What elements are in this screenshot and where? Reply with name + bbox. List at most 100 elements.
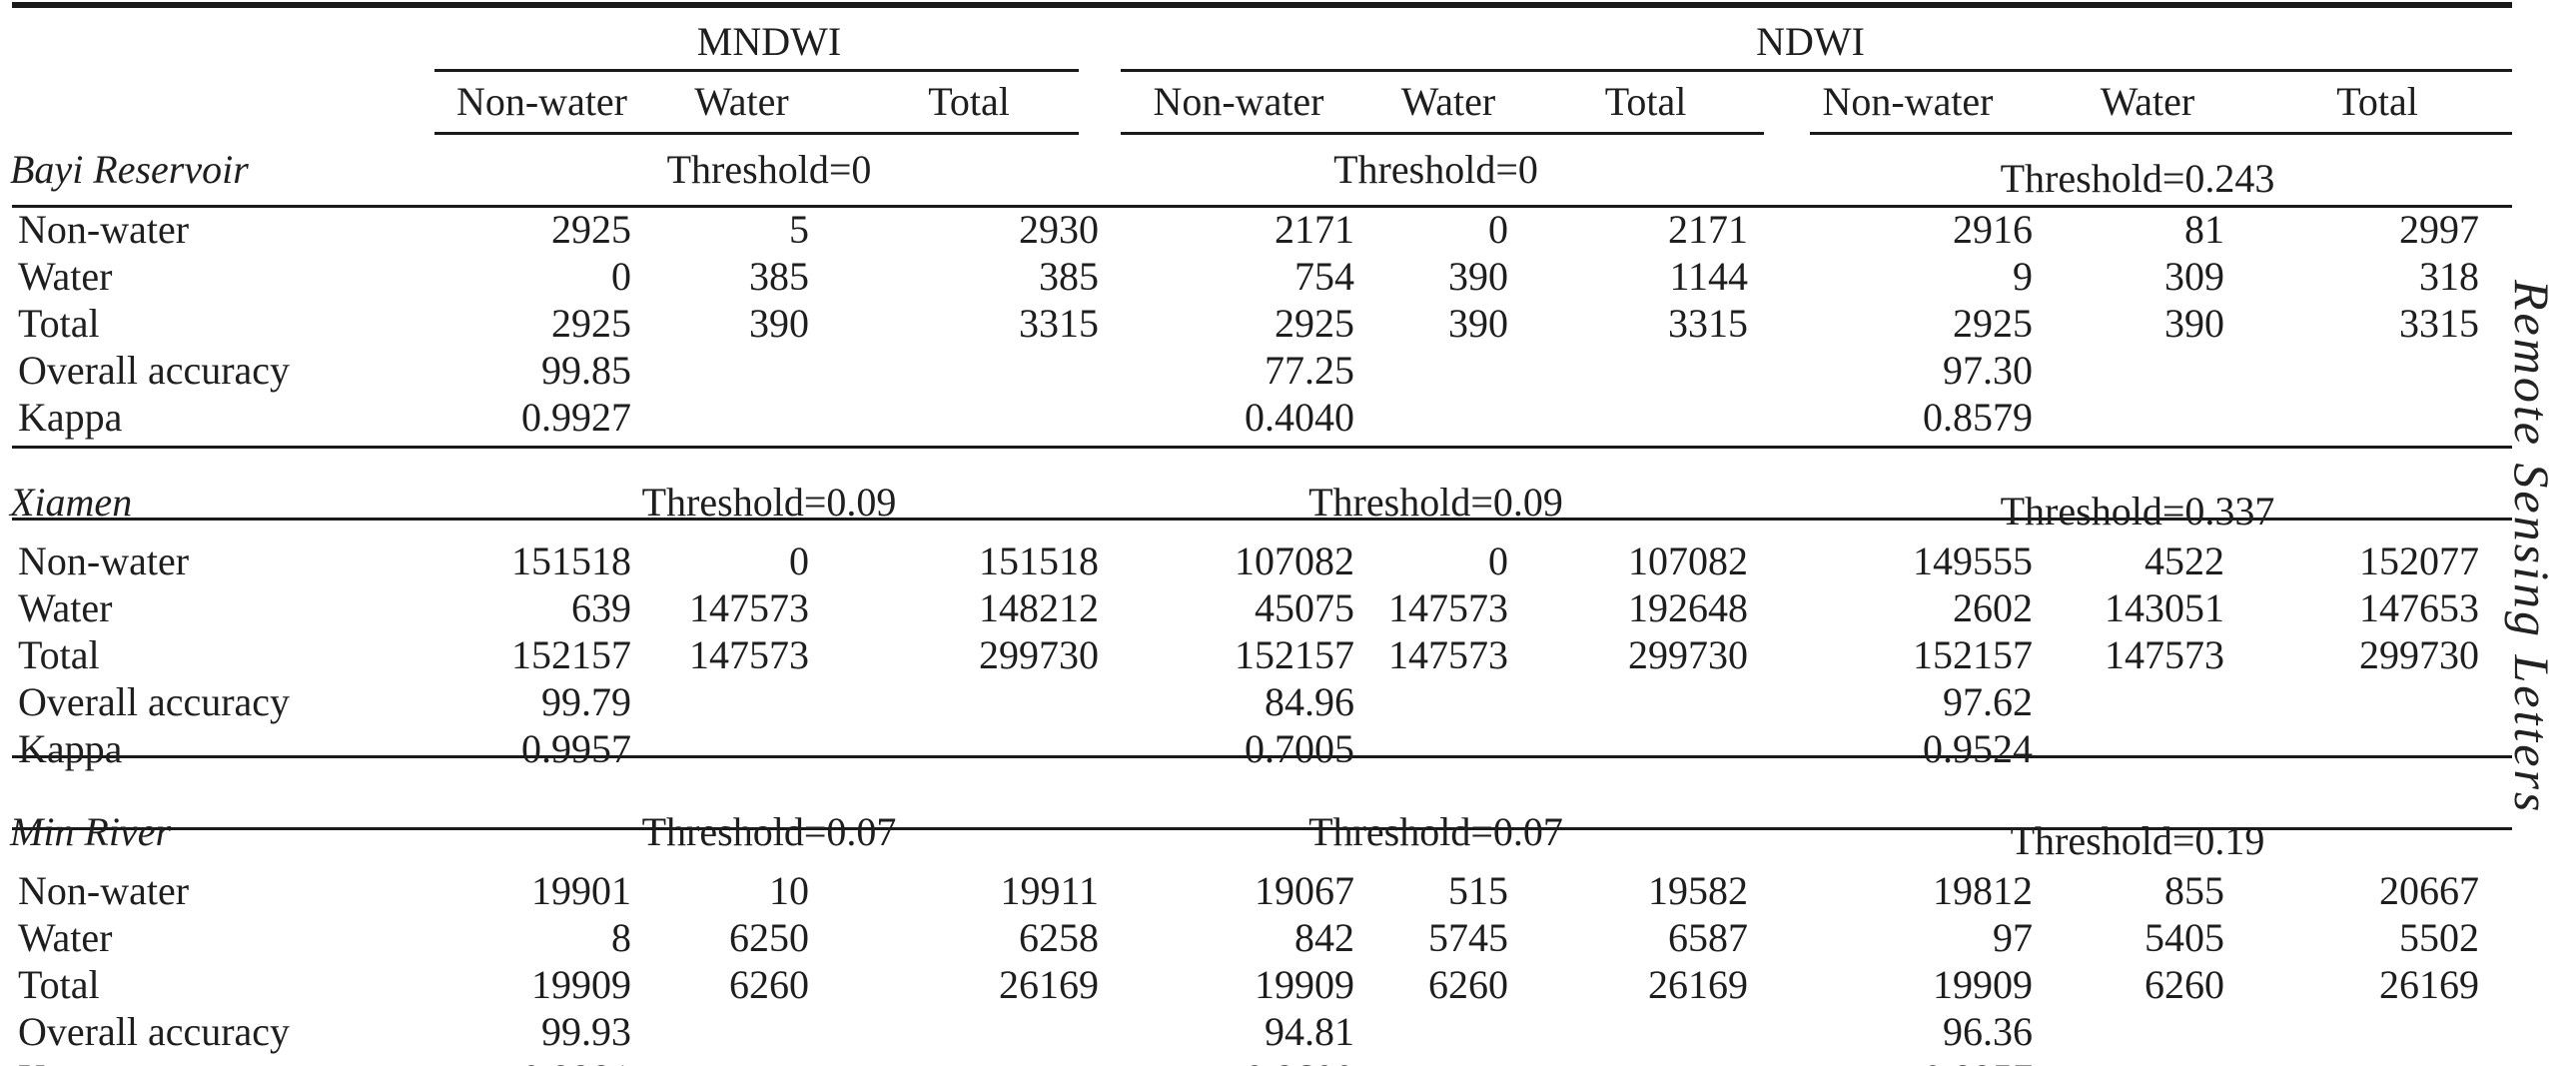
matrix-cell: 26169 [999, 962, 1099, 1007]
table-row: Overall accuracy 99.79 84.96 97.62 [10, 678, 2512, 725]
matrix-cell: 390 [749, 301, 809, 346]
matrix-cell: 390 [1448, 254, 1508, 299]
kappa-value: 0.9524 [1923, 726, 2033, 771]
matrix-cell: 1144 [1669, 254, 1748, 299]
table-row: Non-water 19901 10 19911 19067 515 19582… [10, 867, 2512, 914]
table-row: Overall accuracy 99.93 94.81 96.36 [10, 1008, 2512, 1055]
matrix-cell: 2916 [1953, 207, 2033, 252]
table-rule [434, 132, 1079, 135]
matrix-cell: 19812 [1933, 868, 2033, 913]
matrix-cell: 0 [611, 254, 631, 299]
matrix-cell: 149555 [1913, 538, 2033, 583]
site-name: Xiamen [10, 479, 133, 525]
matrix-cell: 299730 [1628, 632, 1748, 677]
matrix-cell: 6260 [1428, 962, 1508, 1007]
column-header: Total [1604, 79, 1687, 124]
matrix-cell: 385 [749, 254, 809, 299]
matrix-cell: 147573 [2105, 632, 2224, 677]
threshold-label: Threshold=0.337 [2000, 488, 2275, 533]
threshold-label: Threshold=0.243 [2000, 156, 2275, 201]
table-row: Water 639 147573 148212 45075 147573 192… [10, 584, 2512, 631]
row-label: Total [18, 301, 100, 346]
table-rule [12, 755, 2512, 758]
column-header: Non-water [1822, 79, 1994, 124]
group-label-mndwi: MNDWI [696, 18, 842, 64]
matrix-cell: 6587 [1668, 915, 1748, 960]
matrix-cell: 152077 [2359, 538, 2480, 583]
column-header: Total [2336, 79, 2418, 124]
overall-accuracy-value: 97.30 [1943, 348, 2033, 393]
table-row: Non-water Water Total Non-water Water To… [10, 70, 2512, 133]
matrix-cell: 2171 [1275, 207, 1354, 252]
matrix-cell: 299730 [2359, 632, 2480, 677]
matrix-cell: 6258 [1019, 915, 1099, 960]
table-row: Non-water 2925 5 2930 2171 0 2171 2916 8… [10, 206, 2512, 253]
table-rule [1810, 132, 2512, 135]
threshold-label: Threshold=0.07 [1308, 808, 1563, 854]
matrix-cell: 147573 [689, 585, 809, 630]
row-label: Overall accuracy [18, 348, 291, 393]
table-row: Water 8 6250 6258 842 5745 6587 97 5405 … [10, 914, 2512, 961]
matrix-cell: 0 [1488, 538, 1508, 583]
matrix-cell: 2925 [551, 301, 631, 346]
matrix-cell: 4522 [2145, 538, 2224, 583]
matrix-cell: 147653 [2359, 585, 2480, 630]
matrix-cell: 107082 [1628, 538, 1748, 583]
column-header: Water [2100, 79, 2195, 124]
matrix-cell: 147573 [689, 632, 809, 677]
table-row: Bayi Reservoir Threshold=0 Threshold=0 T… [10, 133, 2512, 206]
threshold-label: Threshold=0 [1333, 147, 1538, 192]
matrix-cell: 6250 [729, 915, 809, 960]
threshold-label: Threshold=0.09 [641, 479, 897, 525]
row-label: Water [18, 915, 113, 960]
table-row: Total 19909 6260 26169 19909 6260 26169 … [10, 961, 2512, 1008]
matrix-cell: 515 [1448, 868, 1508, 913]
matrix-cell: 754 [1294, 254, 1354, 299]
matrix-cell: 6260 [729, 962, 809, 1007]
matrix-cell: 2171 [1668, 207, 1748, 252]
threshold-label: Threshold=0.19 [2010, 817, 2265, 863]
row-label: Kappa [10, 1055, 429, 1066]
column-header: Total [928, 79, 1010, 124]
table-row: Total 2925 390 3315 2925 390 3315 2925 3… [10, 300, 2512, 347]
matrix-cell: 143051 [2105, 585, 2224, 630]
matrix-cell: 152157 [1235, 632, 1354, 677]
kappa-value: 0.8957 [1763, 1055, 2053, 1066]
matrix-cell: 151518 [511, 538, 631, 583]
matrix-cell: 2925 [1275, 301, 1354, 346]
row-label: Non-water [18, 868, 190, 913]
row-label: Non-water [18, 207, 190, 252]
row-label: Kappa [18, 395, 123, 440]
kappa-value: 0.9927 [521, 395, 631, 440]
matrix-cell: 2925 [551, 207, 631, 252]
matrix-cell: 3315 [1668, 301, 1748, 346]
matrix-cell: 152157 [511, 632, 631, 677]
matrix-cell: 2930 [1019, 207, 1099, 252]
kappa-value: 0.4040 [1245, 395, 1354, 440]
matrix-cell: 19909 [1933, 962, 2033, 1007]
matrix-cell: 6260 [2145, 962, 2224, 1007]
table-row: Xiamen Threshold=0.09 Threshold=0.09 Thr… [10, 466, 2512, 537]
table-row: Overall accuracy 99.85 77.25 97.30 [10, 347, 2512, 394]
matrix-cell: 2925 [1953, 301, 2033, 346]
matrix-cell: 107082 [1235, 538, 1354, 583]
matrix-cell: 10 [769, 868, 809, 913]
kappa-value: 0.9981 [429, 1055, 654, 1066]
table-rule [12, 205, 2512, 208]
matrix-cell: 97 [1993, 915, 2033, 960]
site-name: Min River [10, 808, 172, 854]
matrix-cell: 390 [1448, 301, 1508, 346]
threshold-label: Threshold=0.09 [1308, 479, 1563, 525]
matrix-cell: 5745 [1428, 915, 1508, 960]
table-rule [12, 2, 2512, 8]
matrix-cell: 385 [1039, 254, 1099, 299]
matrix-cell: 9 [2013, 254, 2033, 299]
journal-title-vertical: Remote Sensing Letters [2504, 280, 2560, 815]
matrix-cell: 3315 [1019, 301, 1099, 346]
matrix-cell: 639 [571, 585, 631, 630]
row-label: Kappa [18, 726, 123, 771]
site-name: Bayi Reservoir [10, 147, 249, 192]
table-row: MNDWI NDWI [10, 0, 2512, 70]
column-header: Non-water [1153, 79, 1324, 124]
